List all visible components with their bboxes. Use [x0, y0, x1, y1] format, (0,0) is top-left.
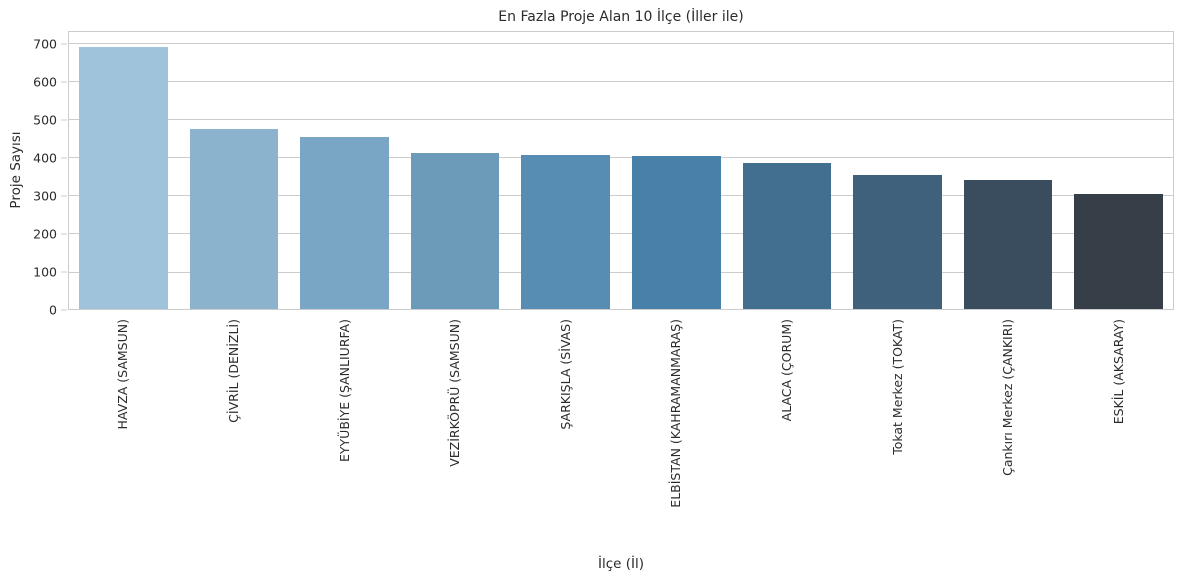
- bar: [1074, 194, 1163, 310]
- y-tick-mark: [61, 309, 67, 311]
- bar: [300, 136, 389, 310]
- x-category-label: Tokat Merkez (TOKAT): [889, 319, 905, 455]
- y-tick-label: 200: [33, 226, 57, 242]
- y-tick-label: 400: [33, 150, 57, 166]
- y-tick-mark: [61, 271, 67, 273]
- x-category-label: ÇİVRİL (DENİZLİ): [225, 319, 241, 423]
- x-category-label: ŞARKIŞLA (SİVAS): [557, 319, 573, 430]
- bar: [742, 162, 832, 310]
- y-tick-label: 600: [33, 74, 57, 90]
- gridline: [68, 195, 1174, 197]
- y-tick-mark: [61, 233, 67, 235]
- bar: [853, 175, 942, 310]
- y-tick-label: 100: [33, 264, 57, 280]
- gridline: [68, 119, 1174, 121]
- bar: [189, 129, 279, 310]
- y-tick-mark: [61, 195, 67, 197]
- chart-title: En Fazla Proje Alan 10 İlçe (İller ile): [498, 9, 744, 25]
- y-tick-mark: [61, 119, 67, 121]
- gridline: [68, 157, 1174, 159]
- x-category-label: HAVZA (SAMSUN): [115, 319, 131, 430]
- gridline: [68, 271, 1174, 273]
- bar: [632, 156, 721, 310]
- x-category-label: ELBİSTAN (KAHRAMANMARAŞ): [668, 319, 684, 508]
- gridlines: [68, 31, 1174, 310]
- bar: [79, 46, 168, 310]
- y-tick-label: 300: [33, 188, 57, 204]
- y-tick-label: 0: [49, 302, 57, 318]
- gridline: [68, 233, 1174, 235]
- y-tick-mark: [61, 81, 67, 83]
- x-category-label: EYYÜBİYE (ŞANLIURFA): [336, 319, 352, 462]
- y-tick-label: 700: [33, 36, 57, 52]
- x-category-label: VEZİRKÖPRÜ (SAMSUN): [447, 319, 463, 467]
- x-category-label: ALACA (ÇORUM): [778, 319, 794, 422]
- y-tick-mark: [61, 43, 67, 45]
- x-category-label: ESKİL (AKSARAY): [1110, 319, 1126, 425]
- y-tick-label: 500: [33, 112, 57, 128]
- bar: [521, 154, 610, 310]
- gridline: [68, 81, 1174, 83]
- gridline: [68, 43, 1174, 45]
- y-tick-mark: [61, 157, 67, 159]
- x-axis-title: İlçe (İl): [597, 556, 645, 572]
- bars: [68, 31, 1174, 310]
- bar: [963, 179, 1053, 310]
- x-category-label: Çankırı Merkez (ÇANKIRI): [1000, 319, 1016, 476]
- bar: [410, 152, 500, 310]
